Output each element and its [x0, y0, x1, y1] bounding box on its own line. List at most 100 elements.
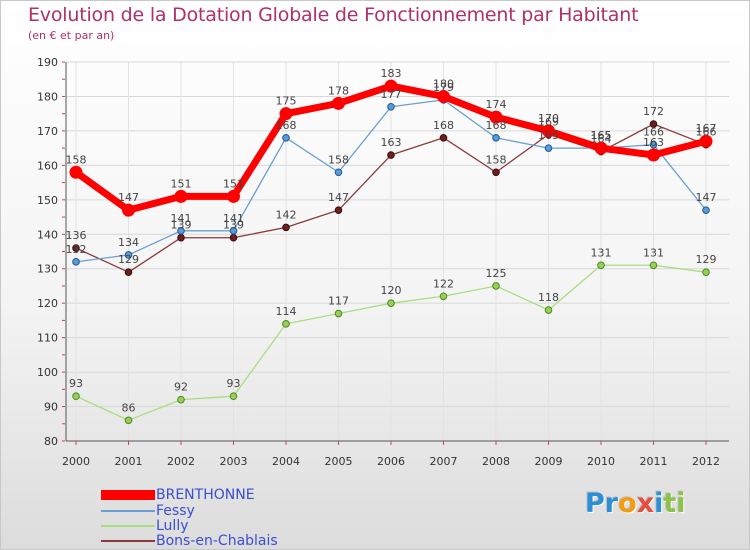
data-point [124, 251, 133, 259]
data-label: 179 [433, 81, 454, 94]
data-point [229, 392, 238, 401]
data-point [439, 292, 448, 301]
data-label: 166 [643, 126, 664, 139]
data-label: 92 [174, 381, 188, 394]
logo-letter: P [585, 488, 605, 519]
data-label: 168 [276, 119, 297, 132]
y-tick-label: 160 [37, 159, 58, 172]
data-point [122, 203, 135, 217]
data-label: 169 [538, 115, 559, 128]
data-label: 180 [433, 77, 454, 90]
data-point [282, 223, 290, 232]
data-label: 114 [276, 305, 297, 318]
data-point [647, 148, 660, 162]
x-tick-label: 2001 [115, 455, 143, 468]
legend-label: BRENTHONNE [156, 487, 255, 503]
logo-letter: t [663, 488, 677, 519]
legend-swatch [101, 490, 155, 500]
data-label: 141 [171, 212, 192, 225]
data-label: 165 [538, 129, 559, 142]
data-point [124, 268, 133, 276]
legend-item: BRENTHONNE [101, 487, 321, 503]
data-point [72, 258, 80, 266]
data-point [229, 233, 238, 242]
legend-item: Fessy [101, 503, 321, 519]
data-point [72, 244, 80, 252]
data-label: 163 [643, 136, 664, 149]
x-tick-label: 2009 [535, 455, 563, 468]
data-point [492, 134, 500, 142]
data-point [649, 140, 658, 149]
y-tick-label: 130 [37, 263, 58, 276]
data-label: 93 [227, 377, 241, 390]
data-point [544, 306, 553, 314]
data-point [437, 89, 450, 103]
data-point [177, 395, 185, 404]
data-point [334, 206, 343, 214]
data-point [699, 134, 713, 148]
data-label: 158 [66, 153, 87, 166]
data-label: 117 [328, 295, 349, 308]
data-label: 147 [696, 191, 717, 204]
data-label: 131 [643, 246, 664, 259]
x-tick-label: 2004 [272, 455, 300, 468]
x-tick-label: 2008 [482, 455, 510, 468]
data-label: 166 [696, 126, 717, 139]
data-label: 183 [381, 67, 402, 80]
x-tick-label: 2006 [377, 455, 405, 468]
chart-title: Evolution de la Dotation Globale de Fonc… [28, 4, 639, 26]
data-point [597, 261, 605, 270]
data-label: 139 [223, 219, 244, 232]
legend-swatch [101, 525, 155, 527]
y-tick-label: 140 [37, 228, 58, 241]
data-label: 151 [223, 177, 244, 190]
data-label: 172 [643, 105, 664, 118]
data-label: 136 [66, 229, 87, 242]
data-label: 93 [69, 377, 83, 390]
data-point [387, 102, 395, 111]
data-label: 167 [696, 122, 717, 135]
data-point [229, 227, 238, 235]
data-label: 147 [328, 191, 349, 204]
y-tick-label: 100 [37, 366, 58, 379]
data-point [492, 168, 500, 177]
data-point [177, 227, 185, 235]
chart-subtitle: (en € et par an) [28, 29, 115, 42]
data-label: 142 [276, 208, 297, 221]
data-point [334, 168, 343, 177]
legend-swatch [101, 540, 155, 542]
data-point [124, 416, 133, 425]
data-label: 125 [486, 267, 507, 280]
data-label: 86 [122, 401, 136, 414]
data-point [387, 151, 395, 159]
data-label: 165 [591, 129, 612, 142]
proxiti-logo: Proxiti [585, 488, 686, 519]
y-tick-label: 80 [44, 435, 58, 448]
logo-letter: o [618, 488, 637, 519]
data-point [702, 206, 710, 214]
legend-label: Lully [156, 518, 189, 534]
data-label: 151 [171, 177, 192, 190]
y-tick-label: 110 [37, 332, 58, 345]
x-tick-label: 2005 [325, 455, 353, 468]
data-point [334, 309, 343, 318]
x-tick-label: 2000 [62, 455, 90, 468]
y-tick-label: 180 [37, 90, 58, 103]
data-label: 132 [66, 243, 87, 256]
data-label: 163 [381, 136, 402, 149]
x-tick-label: 2010 [587, 455, 615, 468]
logo-letter: i [654, 488, 664, 519]
data-point [384, 79, 398, 93]
legend-label: Fessy [156, 503, 195, 519]
data-label: 168 [433, 119, 454, 132]
logo-letter: r [604, 488, 619, 519]
legend-item: Bons-en-Chablais [101, 533, 321, 549]
data-label: 177 [381, 88, 402, 101]
data-point [649, 120, 658, 128]
data-point [282, 134, 290, 142]
data-label: 158 [328, 153, 349, 166]
data-point [544, 144, 553, 152]
data-label: 129 [696, 253, 717, 266]
legend-item: Lully [101, 518, 321, 534]
